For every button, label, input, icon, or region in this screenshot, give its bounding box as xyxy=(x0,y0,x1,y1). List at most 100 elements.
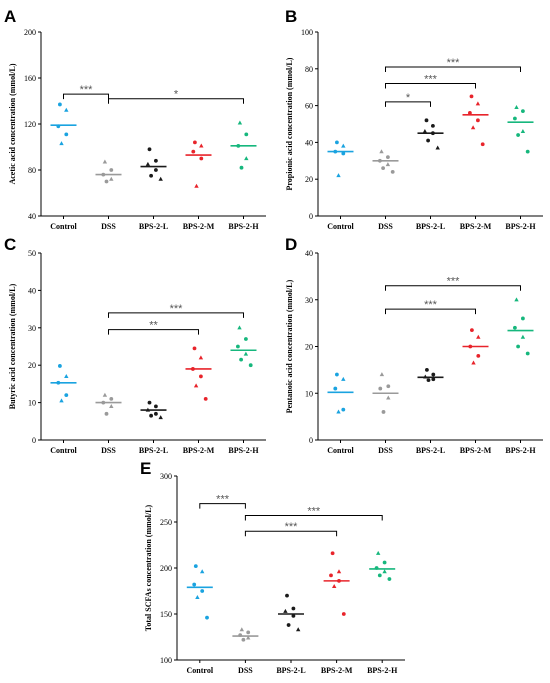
y-tick-label: 80 xyxy=(305,65,313,74)
category-label: DSS xyxy=(101,222,116,231)
data-point xyxy=(514,297,519,302)
data-point xyxy=(244,132,249,137)
data-point xyxy=(435,145,440,150)
data-point xyxy=(149,173,154,178)
data-point xyxy=(64,374,69,379)
data-point xyxy=(431,377,436,382)
data-point xyxy=(205,615,209,620)
significance-bracket xyxy=(385,308,476,315)
y-tick-label: 100 xyxy=(301,28,313,37)
data-point xyxy=(102,392,108,397)
y-tick-label: 40 xyxy=(28,212,36,221)
data-point xyxy=(381,166,385,171)
category-label: BPS-2-M xyxy=(321,666,353,675)
data-point xyxy=(520,128,526,133)
panel-letter: C xyxy=(4,235,16,254)
y-axis-label: Propionic acid concentration (mmol/L) xyxy=(285,57,294,190)
data-point xyxy=(336,173,341,178)
y-tick-label: 0 xyxy=(309,436,313,445)
y-tick-label: 150 xyxy=(160,610,172,619)
data-point xyxy=(109,176,114,181)
category-label: BPS-2-M xyxy=(183,446,215,455)
y-tick-label: 0 xyxy=(32,436,36,445)
y-axis-label: Total SCFAs concentration (mmol/L) xyxy=(144,504,153,631)
data-point xyxy=(525,149,530,154)
data-point xyxy=(237,120,243,125)
data-point xyxy=(147,400,152,405)
data-point xyxy=(379,372,385,377)
y-tick-label: 30 xyxy=(305,296,313,305)
data-point xyxy=(193,383,199,388)
category-label: BPS-2-H xyxy=(505,446,536,455)
data-point xyxy=(244,156,249,161)
data-point xyxy=(149,413,154,418)
y-tick-label: 160 xyxy=(24,74,36,83)
data-point xyxy=(109,403,114,408)
data-point xyxy=(387,577,392,581)
data-point xyxy=(431,123,435,128)
data-point xyxy=(377,573,382,578)
category-label: BPS-2-L xyxy=(416,222,445,231)
data-point xyxy=(199,143,204,148)
panel-b: B 0 20 40 60 80 100 Control DSS BPS-2-L BPS-2-M BPS… xyxy=(285,7,543,231)
data-point xyxy=(341,407,346,412)
data-point xyxy=(192,346,197,351)
data-point xyxy=(378,386,383,391)
data-point xyxy=(59,141,64,146)
y-tick-label: 30 xyxy=(28,324,36,333)
data-point xyxy=(109,168,114,172)
y-axis-label: Acetic acid concentration (mmol/L) xyxy=(8,63,17,184)
data-point xyxy=(246,630,251,635)
significance-bracket xyxy=(244,530,338,537)
significance-label: *** xyxy=(285,521,299,533)
y-axis-label: Butyric acid concentration (mmol/L) xyxy=(8,283,17,409)
data-point xyxy=(431,372,436,377)
category-label: DSS xyxy=(101,446,116,455)
category-label: Control xyxy=(327,222,354,231)
significance-bracket xyxy=(385,66,521,72)
data-point xyxy=(104,179,109,184)
significance-label: *** xyxy=(170,303,184,315)
data-point xyxy=(476,118,480,123)
data-point xyxy=(336,569,342,574)
data-point xyxy=(471,360,476,365)
data-point xyxy=(286,623,291,627)
data-point xyxy=(424,118,429,123)
category-label: BPS-2-L xyxy=(276,666,305,675)
y-tick-label: 300 xyxy=(160,472,172,481)
panel-c: C 0 10 20 30 40 50 Control DSS BPS-2-L BPS-2-M BPS-… xyxy=(4,235,266,455)
panel-letter: D xyxy=(285,235,297,254)
y-tick-label: 20 xyxy=(305,343,313,352)
category-label: Control xyxy=(50,446,77,455)
data-point xyxy=(239,357,244,362)
significance-bracket xyxy=(108,312,244,318)
data-point xyxy=(109,396,114,401)
panel-e: E 100 150 200 250 300 Control DSS BPS-2-L BPS-2-M… xyxy=(140,459,405,675)
significance-label: *** xyxy=(424,299,438,311)
category-label: Control xyxy=(327,446,354,455)
data-point xyxy=(382,569,387,574)
data-point xyxy=(283,608,288,613)
data-point xyxy=(244,337,248,341)
data-point xyxy=(426,378,431,383)
data-point xyxy=(476,334,481,339)
data-point xyxy=(194,183,199,188)
data-point xyxy=(335,140,339,145)
data-point xyxy=(200,569,205,574)
category-label: BPS-2-M xyxy=(460,446,492,455)
data-point xyxy=(285,593,289,598)
data-point xyxy=(291,613,296,618)
category-label: BPS-2-L xyxy=(139,222,168,231)
panel-letter: B xyxy=(285,7,297,26)
y-tick-label: 40 xyxy=(305,138,313,147)
panel-d: D 0 10 20 30 40 Control DSS BPS-2-L BPS-2-M BPS-2-… xyxy=(285,235,543,455)
data-point xyxy=(379,149,384,154)
data-point xyxy=(333,386,338,391)
y-axis-label: Pentanoic acid concentration (mmol/L) xyxy=(285,279,294,413)
category-label: Control xyxy=(50,222,77,231)
data-point xyxy=(516,133,520,137)
data-point xyxy=(386,155,390,160)
category-label: BPS-2-H xyxy=(228,446,259,455)
data-point xyxy=(470,125,476,130)
data-point xyxy=(469,94,474,99)
